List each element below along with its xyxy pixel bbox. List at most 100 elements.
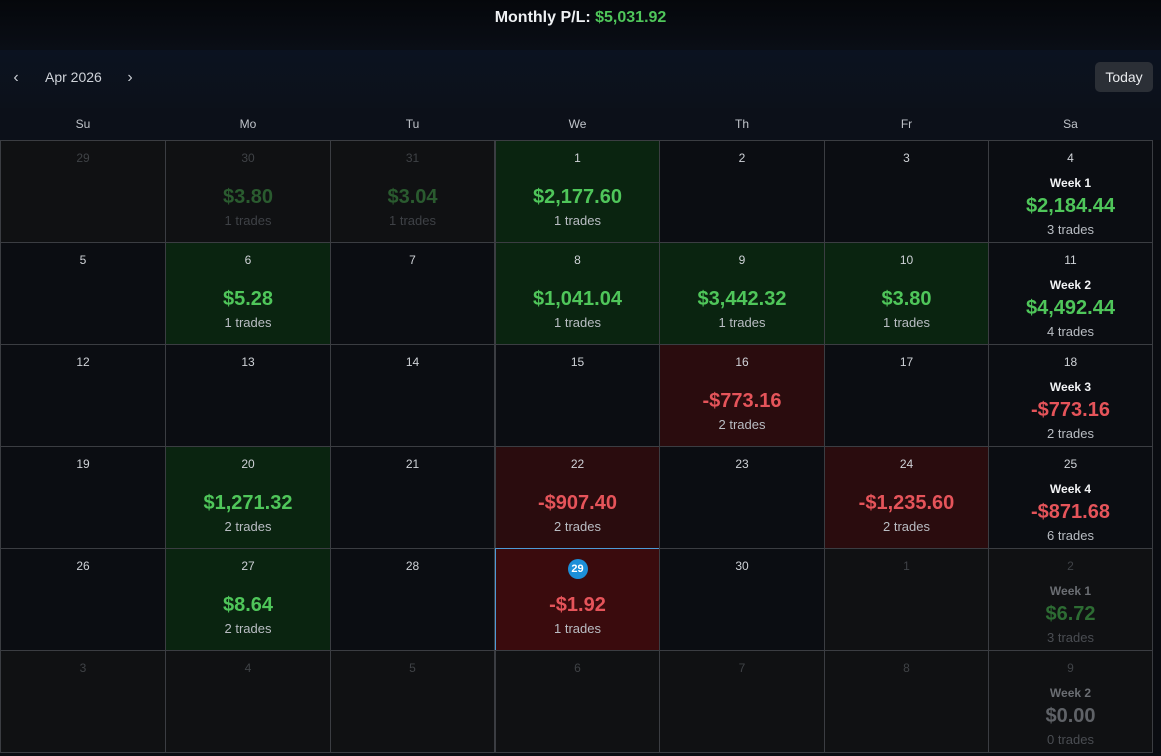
day-pl-amount: -$1,235.60 — [858, 492, 955, 514]
day-cell[interactable]: 8 $1,041.04 1 trades — [495, 242, 660, 345]
day-cell[interactable]: 16 -$773.16 2 trades — [659, 344, 825, 447]
day-number: 14 — [405, 355, 420, 369]
week-summary-cell[interactable]: 4 Week 1 $2,184.44 3 trades — [988, 140, 1153, 243]
week-summary-cell[interactable]: 2 Week 1 $6.72 3 trades — [988, 548, 1153, 651]
day-number: 16 — [735, 355, 749, 369]
day-number: 3 — [79, 661, 87, 675]
day-cell[interactable]: 6 $5.28 1 trades — [165, 242, 331, 345]
day-trade-count: 2 trades — [883, 519, 930, 534]
weekday-header: Su Mo Tu We Th Fr Sa — [0, 108, 1161, 140]
day-cell[interactable]: 21 — [330, 446, 495, 549]
day-number: 13 — [241, 355, 255, 369]
day-cell[interactable]: 12 — [0, 344, 166, 447]
day-trade-count: 2 trades — [718, 417, 766, 432]
day-pl-amount: -$773.16 — [702, 390, 782, 412]
day-cell[interactable]: 1 — [824, 548, 989, 651]
day-cell[interactable]: 17 — [824, 344, 989, 447]
day-number: 5 — [79, 253, 87, 267]
week-summary-cell[interactable]: 11 Week 2 $4,492.44 4 trades — [988, 242, 1153, 345]
day-cell[interactable]: 20 $1,271.32 2 trades — [165, 446, 331, 549]
weekday-label: Mo — [239, 117, 257, 131]
day-trade-count: 1 trades — [554, 315, 601, 330]
day-cell[interactable]: 31 $3.04 1 trades — [330, 140, 495, 243]
day-number: 23 — [735, 457, 749, 471]
prev-month-icon[interactable]: ‹ — [13, 69, 19, 86]
day-number: 9 — [1067, 661, 1074, 675]
weekday-label: We — [568, 117, 587, 131]
day-trade-count: 2 trades — [554, 519, 601, 534]
week-trade-count: 6 trades — [1047, 528, 1094, 543]
day-number: 19 — [76, 457, 90, 471]
calendar-toolbar: ‹ Apr 2026 › Today — [0, 50, 1161, 108]
week-pl-amount: -$773.16 — [1031, 399, 1110, 421]
weekday-label: Tu — [405, 117, 420, 131]
week-label: Week 1 — [1049, 584, 1092, 598]
day-number: 27 — [241, 559, 255, 573]
week-trade-count: 2 trades — [1047, 426, 1094, 441]
day-cell[interactable]: 29 -$1.92 1 trades — [495, 548, 660, 651]
day-number: 31 — [405, 151, 420, 165]
day-pl-amount: -$1.92 — [549, 594, 606, 616]
day-cell[interactable]: 3 — [0, 650, 166, 753]
week-summary-cell[interactable]: 9 Week 2 $0.00 0 trades — [988, 650, 1153, 753]
day-cell[interactable]: 6 — [495, 650, 660, 753]
day-number: 6 — [574, 661, 581, 675]
monthly-pl-value: $5,031.92 — [595, 9, 667, 26]
week-summary-cell[interactable]: 18 Week 3 -$773.16 2 trades — [988, 344, 1153, 447]
day-number: 4 — [244, 661, 252, 675]
day-cell[interactable]: 7 — [330, 242, 495, 345]
day-number: 8 — [903, 661, 910, 675]
day-cell[interactable]: 19 — [0, 446, 166, 549]
day-cell[interactable]: 23 — [659, 446, 825, 549]
day-cell[interactable]: 4 — [165, 650, 331, 753]
week-label: Week 1 — [1049, 176, 1092, 190]
week-label: Week 2 — [1049, 278, 1092, 292]
day-pl-amount: $1,271.32 — [203, 492, 293, 514]
day-cell[interactable]: 13 — [165, 344, 331, 447]
day-cell[interactable]: 3 — [824, 140, 989, 243]
day-cell[interactable]: 2 — [659, 140, 825, 243]
day-number: 3 — [903, 151, 910, 165]
day-number: 12 — [76, 355, 90, 369]
day-cell[interactable]: 29 — [0, 140, 166, 243]
day-cell[interactable]: 27 $8.64 2 trades — [165, 548, 331, 651]
day-number: 1 — [574, 151, 581, 165]
day-cell[interactable]: 5 — [330, 650, 495, 753]
day-cell[interactable]: 8 — [824, 650, 989, 753]
day-cell[interactable]: 1 $2,177.60 1 trades — [495, 140, 660, 243]
day-number: 7 — [409, 253, 416, 267]
day-cell[interactable]: 7 — [659, 650, 825, 753]
day-cell[interactable]: 24 -$1,235.60 2 trades — [824, 446, 989, 549]
day-cell[interactable]: 9 $3,442.32 1 trades — [659, 242, 825, 345]
monthly-pl-label: Monthly P/L: — [494, 9, 591, 26]
day-number: 29 — [76, 151, 90, 165]
day-cell[interactable]: 22 -$907.40 2 trades — [495, 446, 660, 549]
day-trade-count: 1 trades — [554, 213, 601, 228]
day-cell[interactable]: 5 — [0, 242, 166, 345]
monthly-pl: Monthly P/L: $5,031.92 — [495, 9, 667, 27]
day-trade-count: 1 trades — [554, 621, 601, 636]
week-summary-cell[interactable]: 25 Week 4 -$871.68 6 trades — [988, 446, 1153, 549]
day-number: 18 — [1063, 355, 1078, 369]
day-cell[interactable]: 26 — [0, 548, 166, 651]
day-cell[interactable]: 10 $3.80 1 trades — [824, 242, 989, 345]
day-cell[interactable]: 30 — [659, 548, 825, 651]
week-pl-amount: $0.00 — [1045, 705, 1096, 727]
day-number: 30 — [735, 559, 749, 573]
today-button[interactable]: Today — [1095, 62, 1153, 92]
day-cell[interactable]: 30 $3.80 1 trades — [165, 140, 331, 243]
week-trade-count: 0 trades — [1047, 732, 1094, 747]
day-pl-amount: $8.64 — [222, 594, 274, 616]
day-pl-amount: -$907.40 — [538, 492, 617, 514]
day-cell[interactable]: 14 — [330, 344, 495, 447]
day-pl-amount: $5.28 — [222, 288, 274, 310]
day-trade-count: 1 trades — [224, 315, 272, 330]
day-number: 15 — [570, 355, 585, 369]
week-trade-count: 4 trades — [1047, 324, 1094, 339]
weekday-label: Th — [734, 117, 749, 131]
day-cell[interactable]: 28 — [330, 548, 495, 651]
day-number: 2 — [738, 151, 746, 165]
next-month-icon[interactable]: › — [127, 69, 133, 86]
day-pl-amount: $3,442.32 — [697, 288, 787, 310]
day-cell[interactable]: 15 — [495, 344, 660, 447]
